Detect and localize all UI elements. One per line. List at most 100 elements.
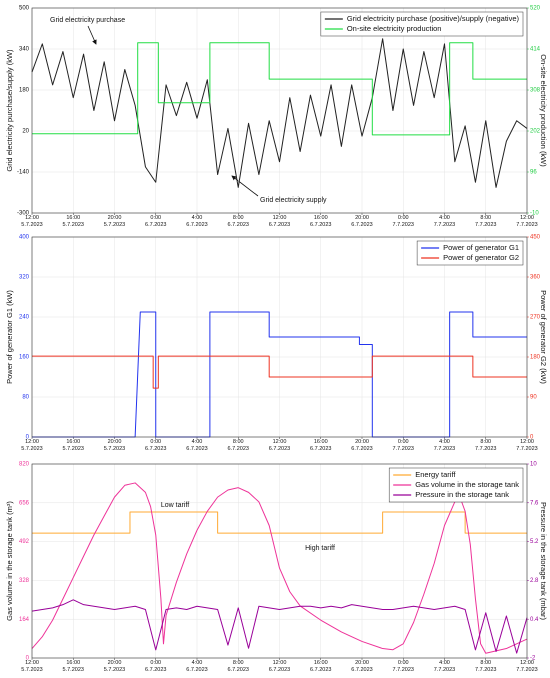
y2-axis-label: On-site electricity production (kW) (539, 54, 548, 167)
x-tick-label: 12:00 7.7.2023 (516, 215, 538, 228)
x-tick-label: 4:00 7.7.2023 (433, 660, 456, 673)
x-tick-label: 4:00 6.7.2023 (186, 215, 208, 228)
y-tick-label: 492 (19, 539, 30, 545)
x-tick-label: 12:00 6.7.2023 (268, 215, 291, 228)
y-axis-label: Gas volume in the storage tank (m³) (5, 501, 14, 621)
x-tick-label: 8:00 7.7.2023 (475, 439, 497, 452)
y2-tick-label: 96 (530, 170, 537, 176)
annotation-arrow (87, 25, 97, 45)
x-tick-label: 16:00 6.7.2023 (310, 660, 332, 673)
x-tick-label: 16:00 6.7.2023 (310, 439, 332, 452)
x-tick-label: 20:00 5.7.2023 (103, 215, 126, 228)
x-tick-label: 20:00 5.7.2023 (103, 439, 126, 452)
y2-tick-label: 270 (530, 315, 541, 321)
annotation: Grid electricity purchase (50, 17, 125, 24)
y2-tick-label: 2.8 (530, 578, 539, 584)
y2-tick-label: 0.4 (530, 617, 539, 623)
series-line (32, 311, 527, 438)
y-tick-label: 164 (19, 617, 30, 623)
x-tick-label: 12:00 7.7.2023 (516, 439, 538, 452)
y-tick-label: 20 (22, 129, 29, 135)
annotation: Low tariff (161, 502, 189, 509)
x-tick-label: 16:00 5.7.2023 (62, 215, 84, 228)
y-tick-label: 400 (19, 235, 30, 241)
x-tick-label: 16:00 5.7.2023 (62, 660, 84, 673)
legend-label: Gas volume in the storage tank (415, 480, 519, 489)
y2-tick-label: 180 (530, 355, 541, 361)
legend-label: Grid electricity purchase (positive)/sup… (347, 14, 520, 23)
x-tick-label: 8:00 6.7.2023 (227, 660, 249, 673)
x-tick-label: 0:00 6.7.2023 (145, 439, 167, 452)
y2-tick-label: 450 (530, 235, 541, 241)
annotation: High tariff (305, 545, 335, 552)
y2-axis-label: Power of generator G2 (kW) (539, 290, 548, 384)
y-tick-label: 820 (19, 462, 30, 468)
legend-label: Pressure in the storage tank (415, 490, 509, 499)
series-line (31, 38, 528, 188)
y-axis-label: Grid electricity purchase/supply (kW) (5, 49, 14, 172)
y2-tick-label: 360 (530, 275, 541, 281)
y-tick-label: 240 (19, 315, 30, 321)
plot-frame (31, 236, 528, 438)
x-tick-label: 0:00 7.7.2023 (392, 439, 414, 452)
y2-tick-label: 202 (530, 129, 541, 135)
y2-tick-label: 7.6 (530, 500, 539, 506)
annotation-arrow (231, 175, 259, 197)
x-tick-label: 12:00 5.7.2023 (21, 215, 43, 228)
x-tick-label: 8:00 7.7.2023 (475, 215, 497, 228)
legend: Grid electricity purchase (positive)/sup… (320, 11, 524, 37)
series-line (32, 355, 527, 389)
y-tick-label: 0 (26, 656, 30, 662)
y-tick-label: 160 (19, 355, 30, 361)
y2-tick-label: 90 (530, 395, 537, 401)
x-tick-label: 4:00 7.7.2023 (433, 215, 456, 228)
x-tick-label: 8:00 6.7.2023 (227, 215, 249, 228)
x-tick-label: 4:00 7.7.2023 (433, 439, 456, 452)
x-tick-label: 0:00 7.7.2023 (392, 660, 414, 673)
y2-axis-label: Pressure in the storage tank (mbar) (539, 502, 548, 620)
legend-label: Power of generator G1 (443, 243, 519, 252)
x-tick-label: 20:00 6.7.2023 (351, 215, 373, 228)
legend-label: Power of generator G2 (443, 253, 519, 262)
x-tick-label: 12:00 5.7.2023 (21, 660, 43, 673)
y-tick-label: 180 (19, 88, 30, 94)
y2-tick-label: 308 (530, 88, 541, 94)
series-line (31, 599, 528, 654)
y-tick-label: -140 (17, 170, 30, 176)
y2-tick-label: 5.2 (530, 539, 539, 545)
plot-frame (31, 463, 528, 659)
x-tick-label: 12:00 6.7.2023 (268, 660, 291, 673)
y-axis-label: Power of generator G1 (kW) (5, 290, 14, 384)
x-tick-label: 12:00 5.7.2023 (21, 439, 43, 452)
y-tick-label: 340 (19, 47, 30, 53)
x-tick-label: 16:00 5.7.2023 (62, 439, 84, 452)
y-tick-label: 80 (22, 395, 29, 401)
y-tick-label: 328 (19, 578, 30, 584)
x-tick-label: 4:00 6.7.2023 (186, 439, 208, 452)
y2-tick-label: 0 (530, 435, 534, 441)
x-tick-label: 20:00 6.7.2023 (351, 439, 373, 452)
y-tick-label: 320 (19, 275, 30, 281)
y-tick-label: 656 (19, 500, 30, 506)
x-tick-label: 16:00 6.7.2023 (310, 215, 332, 228)
x-tick-label: 8:00 7.7.2023 (475, 660, 497, 673)
x-tick-label: 0:00 7.7.2023 (392, 215, 414, 228)
y2-tick-label: 414 (530, 47, 541, 53)
x-tick-label: 0:00 6.7.2023 (145, 215, 167, 228)
legend-label: Energy tariff (415, 470, 456, 479)
x-tick-label: 12:00 7.7.2023 (516, 660, 538, 673)
series-line (32, 42, 527, 136)
y-tick-label: 0 (26, 435, 30, 441)
y-tick-label: 500 (19, 6, 30, 12)
series-line (31, 482, 528, 654)
x-tick-label: 8:00 6.7.2023 (227, 439, 249, 452)
x-tick-label: 20:00 5.7.2023 (103, 660, 126, 673)
annotation: Grid electricity supply (260, 197, 327, 204)
legend-box (416, 240, 524, 266)
legend-box (388, 467, 524, 503)
y-tick-label: -300 (17, 211, 30, 217)
legend-box (320, 11, 524, 37)
legend-label: On-site electricity production (347, 24, 442, 33)
